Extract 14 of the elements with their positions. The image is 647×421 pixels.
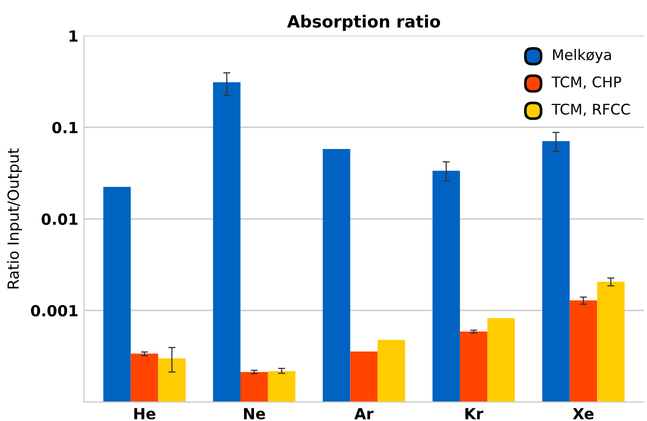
y-tick-label: 1	[70, 30, 78, 42]
legend-label: TCM, RFCC	[552, 104, 630, 116]
x-tick-label: Ar	[354, 408, 374, 420]
x-tick-label: Kr	[465, 408, 484, 420]
y-axis-title: Ratio Input/Output	[7, 148, 22, 288]
chart-title: Absorption ratio	[287, 14, 440, 31]
y-tick-label: 0.1	[52, 122, 78, 134]
legend-label: TCM, CHP	[552, 76, 622, 89]
x-tick-label: He	[134, 408, 156, 420]
legend-label: Melkøya	[553, 48, 611, 64]
y-tick-label: 0.01	[42, 213, 78, 225]
x-tick-label: Ne	[244, 408, 266, 420]
y-tick-label: 0.001	[30, 304, 78, 317]
x-tick-label: Xe	[572, 408, 594, 420]
